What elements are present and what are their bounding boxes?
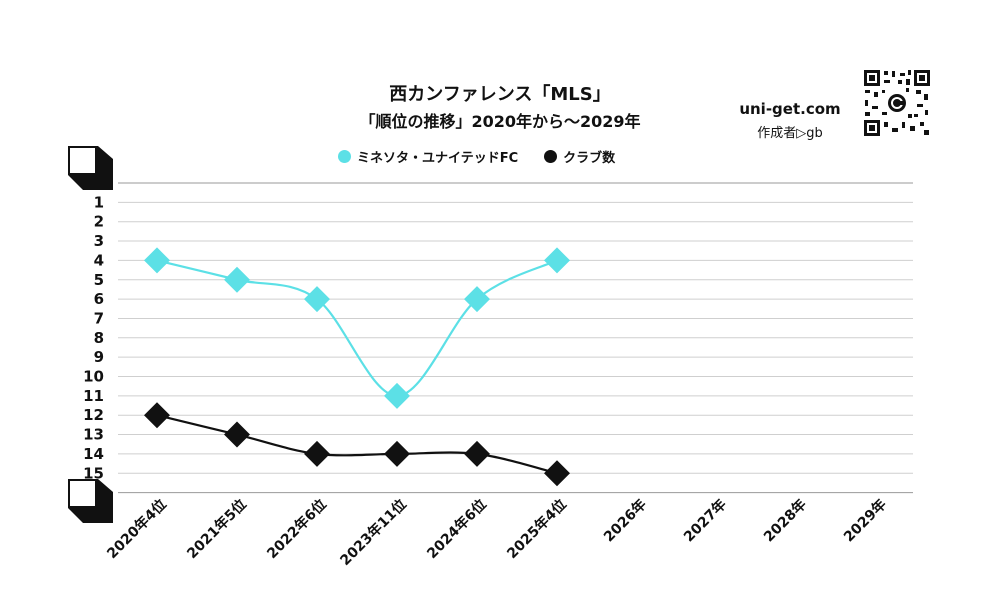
series-line-1 <box>156 414 558 475</box>
data-point <box>464 440 490 467</box>
data-point <box>464 286 490 313</box>
axis-corner-bottom <box>68 479 113 523</box>
y-tick-label: 4 <box>94 251 104 269</box>
y-tick-label: 2 <box>94 213 104 231</box>
legend: ミネソタ・ユナイテッドFC クラブ数 <box>338 147 641 166</box>
x-tick-label: 2020年4位 <box>104 496 170 562</box>
axis-corner-top <box>68 146 113 190</box>
site-name: uni-get.com <box>739 100 841 118</box>
y-tick-label: 3 <box>94 232 104 250</box>
x-tick-label: 2021年5位 <box>184 496 250 562</box>
chart-title: 西カンファレンス「MLS」 <box>389 84 611 105</box>
data-point <box>544 460 570 487</box>
legend-marker-team <box>338 150 351 163</box>
x-tick-label: 2027年 <box>680 496 729 545</box>
data-point <box>544 247 570 274</box>
data-point <box>144 247 170 274</box>
data-point <box>384 440 410 467</box>
y-tick-label: 8 <box>94 329 104 347</box>
x-axis-labels: 2020年4位 2021年5位 2022年6位 2023年11位 2024年6位 2025… <box>104 496 890 569</box>
data-point <box>144 402 170 429</box>
legend-item-clubs: クラブ数 <box>544 147 615 166</box>
x-tick-label: 2029年 <box>840 496 889 545</box>
grid-layer <box>118 182 913 494</box>
y-tick-label: 5 <box>94 271 104 289</box>
legend-label-clubs: クラブ数 <box>563 151 616 166</box>
brand-block: uni-get.com 作成者▷gb <box>735 100 845 141</box>
series-layer <box>144 247 570 487</box>
author-credit: 作成者▷gb <box>757 126 823 141</box>
data-point <box>304 286 330 313</box>
y-tick-label: 15 <box>83 464 104 482</box>
y-tick-label: 14 <box>83 445 104 463</box>
qr-code <box>862 68 932 138</box>
x-tick-label: 2028年 <box>760 496 809 545</box>
series-line-0 <box>156 259 558 397</box>
x-tick-label: 2023年11位 <box>337 496 410 569</box>
y-tick-label: 9 <box>94 348 104 366</box>
data-point <box>224 421 250 448</box>
legend-item-team: ミネソタ・ユナイテッドFC <box>338 147 518 166</box>
x-tick-label: 2025年4位 <box>504 496 570 562</box>
y-tick-label: 1 <box>94 193 104 211</box>
y-tick-label: 7 <box>94 309 104 327</box>
y-tick-label: 10 <box>83 368 104 386</box>
legend-label-team: ミネソタ・ユナイテッドFC <box>357 151 519 166</box>
x-tick-label: 2024年6位 <box>424 496 490 562</box>
y-tick-label: 6 <box>94 290 104 308</box>
legend-marker-clubs <box>544 150 558 163</box>
y-tick-label: 12 <box>83 406 104 424</box>
data-point <box>224 266 250 293</box>
x-tick-label: 2022年6位 <box>264 496 330 562</box>
x-tick-label: 2026年 <box>600 496 649 545</box>
data-point <box>384 382 410 409</box>
y-tick-label: 11 <box>83 387 104 405</box>
chart-subtitle: 「順位の推移」2020年から～2029年 <box>359 112 641 131</box>
y-tick-label: 13 <box>83 426 104 444</box>
data-point <box>304 440 330 467</box>
